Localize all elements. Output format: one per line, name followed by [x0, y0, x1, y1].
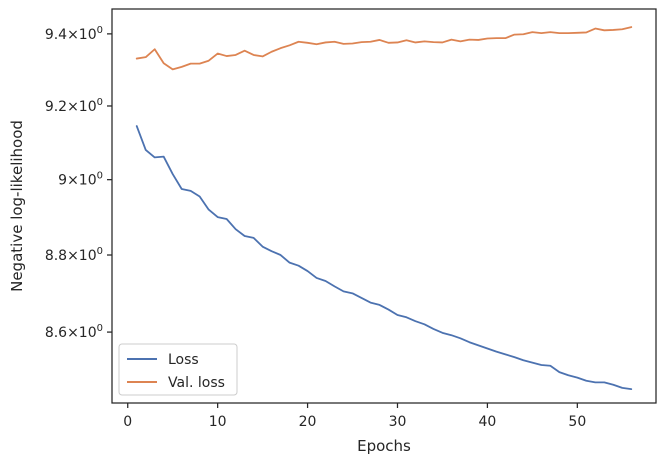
y-tick-label: 8.8×100	[45, 246, 103, 264]
y-tick-label: 9.4×100	[45, 25, 103, 43]
x-axis-label: Epochs	[357, 437, 411, 455]
y-tick-label: 9×100	[58, 171, 103, 189]
series-layer	[135, 26, 633, 390]
y-axis-ticks: 8.6×100 8.8×100 9×100 9.2×100 9.4×100	[45, 25, 112, 341]
x-tick-label: 10	[209, 414, 227, 430]
x-tick-label: 20	[299, 414, 317, 430]
y-tick-label: 8.6×100	[45, 323, 103, 341]
legend-label-val-loss: Val. loss	[168, 375, 225, 391]
x-tick-label: 0	[123, 414, 132, 430]
y-axis-label: Negative log-likelihood	[8, 120, 26, 292]
legend-label-loss: Loss	[168, 352, 199, 368]
x-tick-label: 30	[389, 414, 407, 430]
series-line-val-loss	[135, 26, 633, 71]
legend: Loss Val. loss	[118, 343, 238, 396]
plot-frame	[111, 8, 657, 404]
x-tick-label: 40	[478, 414, 496, 430]
y-tick-label: 9.2×100	[45, 97, 103, 115]
series-line-loss	[135, 125, 633, 390]
x-axis-ticks: 0 10 20 30 40 50	[123, 403, 586, 430]
x-tick-label: 50	[568, 414, 586, 430]
